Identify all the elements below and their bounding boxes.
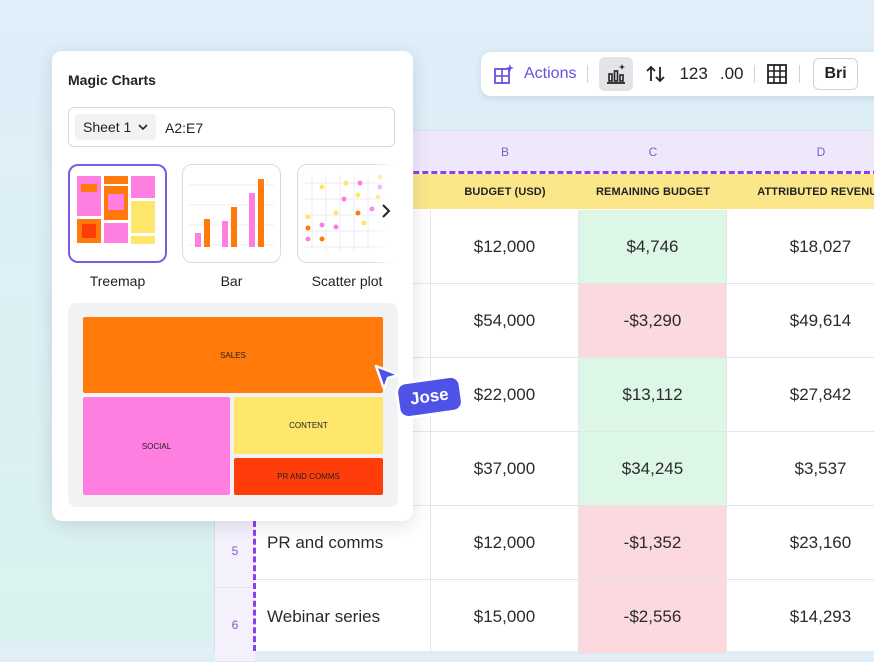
- segment-label: SOCIAL: [141, 441, 172, 451]
- cell-budget[interactable]: $54,000: [431, 284, 579, 358]
- sheet-select[interactable]: Sheet 1: [75, 114, 157, 140]
- chart-type-label-bar: Bar: [220, 273, 243, 289]
- cell-budget[interactable]: $12,000: [431, 506, 579, 580]
- number-format-button[interactable]: 123: [679, 64, 708, 83]
- treemap-segment-sales[interactable]: SALES: [83, 317, 383, 393]
- segment-label: CONTENT: [289, 421, 328, 430]
- cell-attributed-revenue[interactable]: $3,537: [727, 432, 874, 506]
- column-header-d[interactable]: D: [727, 131, 874, 172]
- cell-remaining-budget[interactable]: -$2,556: [579, 580, 727, 654]
- cell-attributed-revenue[interactable]: $14,293: [727, 580, 874, 654]
- sort-button[interactable]: [645, 63, 667, 85]
- chevron-right-icon[interactable]: [380, 203, 392, 219]
- magic-charts-panel: Magic Charts Sheet 1 A2:E7: [52, 51, 413, 521]
- treemap-segment-social[interactable]: SOCIAL: [83, 397, 230, 495]
- bar-chart-sparkle-icon: [607, 64, 626, 84]
- treemap-thumbnail-icon: [77, 176, 155, 244]
- cell-attributed-revenue[interactable]: $23,160: [727, 506, 874, 580]
- panel-title: Magic Charts: [68, 72, 156, 88]
- range-value: A2:E7: [165, 120, 204, 136]
- toolbar-divider: [799, 65, 801, 83]
- cell-remaining-budget[interactable]: $34,245: [579, 432, 727, 506]
- chart-type-label-treemap: Treemap: [89, 273, 146, 289]
- column-header-b[interactable]: B: [431, 131, 580, 172]
- chevron-down-icon: [138, 123, 148, 130]
- collaborator-cursor-icon: [374, 364, 401, 391]
- data-range-field[interactable]: Sheet 1 A2:E7: [68, 107, 395, 147]
- cell-budget[interactable]: $12,000: [431, 210, 579, 284]
- cell-budget[interactable]: $15,000: [431, 580, 579, 654]
- floating-toolbar: Actions 123 .00 Bri: [481, 52, 874, 96]
- selection-marquee-left: [253, 521, 256, 651]
- segment-label: PR AND COMMS: [277, 472, 340, 481]
- treemap-segment-content[interactable]: CONTENT: [234, 397, 383, 454]
- row-number[interactable]: 5: [215, 514, 255, 588]
- header-cell-budget[interactable]: BUDGET (USD): [431, 174, 580, 209]
- cell-budget[interactable]: $37,000: [431, 432, 579, 506]
- treemap-segment-pr-and-comms[interactable]: PR AND COMMS: [234, 458, 383, 495]
- chart-button[interactable]: [599, 57, 634, 91]
- segment-label: SALES: [220, 350, 246, 360]
- header-cell-revenue[interactable]: ATTRIBUTED REVENUE: [727, 174, 874, 209]
- cell-budget[interactable]: $22,000: [431, 358, 579, 432]
- toolbar-divider: [754, 65, 756, 83]
- row-number[interactable]: 6: [215, 588, 255, 662]
- chart-type-label-scatter: Scatter plot: [311, 273, 383, 289]
- cell-attributed-revenue[interactable]: $49,614: [727, 284, 874, 358]
- sheet-select-label: Sheet 1: [83, 119, 132, 135]
- cell-remaining-budget[interactable]: -$1,352: [579, 506, 727, 580]
- actions-label: Actions: [524, 65, 577, 82]
- column-header-c[interactable]: C: [579, 131, 728, 172]
- cell-attributed-revenue[interactable]: $18,027: [727, 210, 874, 284]
- cell-attributed-revenue[interactable]: $27,842: [727, 358, 874, 432]
- cell-remaining-budget[interactable]: $13,112: [579, 358, 727, 432]
- decimal-format-button[interactable]: .00: [719, 64, 744, 83]
- cell-campaign-name[interactable]: Webinar series: [255, 580, 431, 654]
- bar-chart-thumbnail-icon: [189, 179, 274, 247]
- cell-remaining-budget[interactable]: $4,746: [579, 210, 727, 284]
- sort-arrows-icon: [646, 65, 666, 83]
- font-selector[interactable]: Bri: [813, 58, 858, 90]
- treemap-preview: SALES SOCIAL CONTENT PR AND COMMS: [68, 303, 398, 507]
- chart-type-bar[interactable]: [182, 164, 281, 263]
- toolbar-divider: [587, 65, 589, 83]
- table-button[interactable]: [766, 63, 788, 85]
- cell-remaining-budget[interactable]: -$3,290: [579, 284, 727, 358]
- cell-campaign-name[interactable]: PR and comms: [255, 506, 431, 580]
- carousel-fade: [370, 161, 413, 271]
- actions-button[interactable]: Actions: [493, 63, 576, 85]
- header-cell-remaining[interactable]: REMAINING BUDGET: [579, 174, 728, 209]
- table-grid-icon: [767, 64, 788, 84]
- selection-marquee-top: [215, 171, 874, 174]
- chart-type-treemap[interactable]: [68, 164, 167, 263]
- magic-grid-icon: [494, 64, 514, 84]
